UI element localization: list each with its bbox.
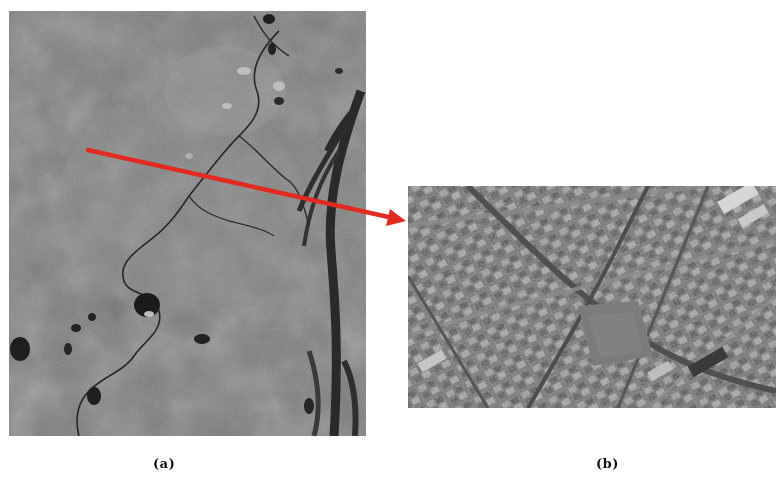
satellite-image-detail [408, 186, 776, 408]
panel-a-caption: (a) [153, 457, 176, 472]
zoom-arrow-head [386, 209, 406, 226]
satellite-overview-graphic [9, 11, 366, 436]
panel-b-caption: (b) [596, 457, 619, 472]
satellite-detail-graphic [408, 186, 776, 408]
satellite-image-overview [9, 11, 366, 436]
